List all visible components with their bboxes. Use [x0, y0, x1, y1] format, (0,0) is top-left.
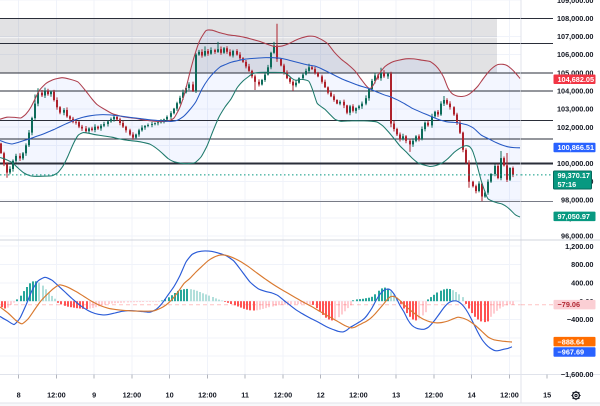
- svg-text:103,000.00: 103,000.00: [557, 105, 594, 114]
- svg-text:10: 10: [166, 391, 174, 400]
- svg-text:97,050.97: 97,050.97: [558, 212, 590, 221]
- svg-text:12:00: 12:00: [349, 391, 368, 400]
- svg-text:400.00: 400.00: [571, 279, 593, 288]
- svg-text:−1,600.00: −1,600.00: [561, 370, 594, 379]
- svg-text:104,682.05: 104,682.05: [558, 75, 595, 84]
- svg-text:−888.64: −888.64: [558, 337, 586, 346]
- svg-text:12:00: 12:00: [500, 391, 519, 400]
- svg-text:13: 13: [392, 391, 400, 400]
- svg-text:102,000.00: 102,000.00: [557, 123, 594, 132]
- svg-text:57:16: 57:16: [558, 180, 577, 189]
- svg-text:11: 11: [241, 391, 249, 400]
- svg-text:96,000.00: 96,000.00: [561, 232, 593, 241]
- svg-text:98,000.00: 98,000.00: [561, 195, 593, 204]
- svg-text:−400.00: −400.00: [567, 315, 594, 324]
- svg-text:105,000.00: 105,000.00: [557, 68, 594, 77]
- svg-text:800.00: 800.00: [571, 260, 593, 269]
- svg-text:99,370.17: 99,370.17: [558, 171, 590, 180]
- svg-text:12:00: 12:00: [274, 391, 293, 400]
- svg-text:106,000.00: 106,000.00: [557, 50, 594, 59]
- svg-text:12:00: 12:00: [47, 391, 66, 400]
- svg-text:100,000.00: 100,000.00: [557, 159, 594, 168]
- svg-text:107,000.00: 107,000.00: [557, 32, 594, 41]
- svg-text:100,866.51: 100,866.51: [558, 143, 595, 152]
- svg-text:−79.06: −79.06: [558, 300, 581, 309]
- svg-text:−967.69: −967.69: [558, 348, 585, 357]
- svg-text:12: 12: [317, 391, 325, 400]
- svg-text:12:00: 12:00: [425, 391, 444, 400]
- svg-text:12:00: 12:00: [198, 391, 217, 400]
- svg-text:104,000.00: 104,000.00: [557, 87, 594, 96]
- svg-text:8: 8: [17, 391, 21, 400]
- svg-text:108,000.00: 108,000.00: [557, 14, 594, 23]
- svg-text:9: 9: [92, 391, 96, 400]
- svg-text:12:00: 12:00: [123, 391, 142, 400]
- svg-text:109,000.00: 109,000.00: [557, 0, 594, 5]
- svg-text:15: 15: [543, 391, 551, 400]
- svg-text:1,200.00: 1,200.00: [565, 242, 593, 251]
- svg-text:14: 14: [468, 391, 477, 400]
